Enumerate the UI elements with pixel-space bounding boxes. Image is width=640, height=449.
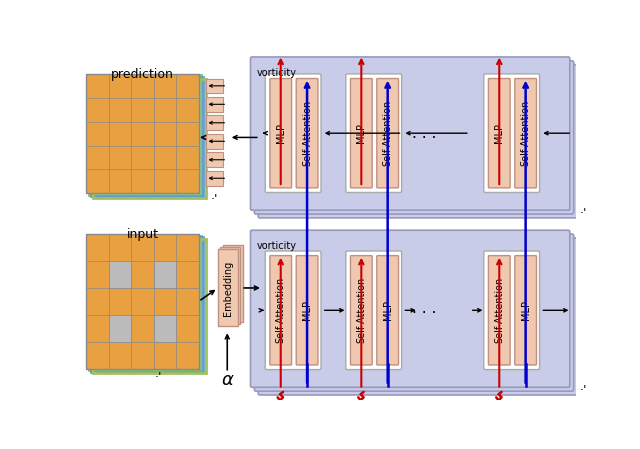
Bar xyxy=(218,250,238,326)
Bar xyxy=(154,315,176,342)
FancyBboxPatch shape xyxy=(484,251,540,370)
FancyBboxPatch shape xyxy=(346,251,402,370)
Text: ·': ·' xyxy=(211,193,218,206)
FancyBboxPatch shape xyxy=(296,79,318,188)
Text: MLP: MLP xyxy=(302,300,312,320)
FancyBboxPatch shape xyxy=(254,234,573,391)
Bar xyxy=(93,239,205,374)
FancyBboxPatch shape xyxy=(377,79,399,188)
Bar xyxy=(205,134,223,149)
Bar xyxy=(154,261,176,288)
Text: Embedding: Embedding xyxy=(223,260,233,316)
FancyBboxPatch shape xyxy=(265,251,321,370)
Text: ·': ·' xyxy=(580,207,588,220)
Text: MLP: MLP xyxy=(520,300,531,320)
FancyBboxPatch shape xyxy=(488,255,510,365)
Text: ·': ·' xyxy=(580,383,588,396)
Text: Self-Attention: Self-Attention xyxy=(520,100,531,166)
Text: MLP: MLP xyxy=(356,123,366,143)
Bar xyxy=(109,261,131,288)
Bar xyxy=(109,315,131,342)
Bar xyxy=(91,77,204,196)
Text: vorticity: vorticity xyxy=(257,68,297,78)
FancyBboxPatch shape xyxy=(254,61,573,214)
Text: α: α xyxy=(221,371,233,389)
Bar xyxy=(205,153,223,167)
FancyBboxPatch shape xyxy=(351,79,372,188)
Bar xyxy=(205,115,223,130)
Text: MLP: MLP xyxy=(383,300,393,320)
FancyBboxPatch shape xyxy=(515,255,536,365)
Bar xyxy=(86,234,198,369)
Bar xyxy=(88,236,201,370)
FancyBboxPatch shape xyxy=(259,65,577,218)
Text: vorticity: vorticity xyxy=(257,241,297,251)
Bar xyxy=(86,74,198,193)
Bar xyxy=(93,79,205,198)
FancyBboxPatch shape xyxy=(270,79,292,188)
Text: prediction: prediction xyxy=(111,68,174,81)
Bar xyxy=(91,237,204,372)
Bar xyxy=(205,79,223,93)
FancyBboxPatch shape xyxy=(259,238,577,395)
Bar xyxy=(223,245,243,322)
Text: Self-Attention: Self-Attention xyxy=(494,277,504,343)
FancyBboxPatch shape xyxy=(351,255,372,365)
Text: Self-Attention: Self-Attention xyxy=(276,277,285,343)
FancyBboxPatch shape xyxy=(488,79,510,188)
Bar xyxy=(88,75,201,195)
Text: . . .: . . . xyxy=(412,301,436,316)
FancyBboxPatch shape xyxy=(250,230,570,387)
FancyBboxPatch shape xyxy=(377,255,399,365)
FancyBboxPatch shape xyxy=(296,255,318,365)
FancyBboxPatch shape xyxy=(484,74,540,193)
Bar xyxy=(220,247,241,324)
FancyBboxPatch shape xyxy=(250,57,570,210)
FancyBboxPatch shape xyxy=(270,255,292,365)
Text: MLP: MLP xyxy=(276,123,285,143)
Bar xyxy=(205,97,223,112)
Text: input: input xyxy=(126,228,158,241)
Text: Self-Attention: Self-Attention xyxy=(302,100,312,166)
Bar xyxy=(205,171,223,185)
FancyBboxPatch shape xyxy=(265,74,321,193)
Text: MLP: MLP xyxy=(494,123,504,143)
FancyBboxPatch shape xyxy=(346,74,402,193)
Text: Self-Attention: Self-Attention xyxy=(356,277,366,343)
Text: Self-Attention: Self-Attention xyxy=(383,100,393,166)
Text: ·': ·' xyxy=(154,370,162,383)
Text: . . .: . . . xyxy=(412,126,436,141)
FancyBboxPatch shape xyxy=(515,79,536,188)
